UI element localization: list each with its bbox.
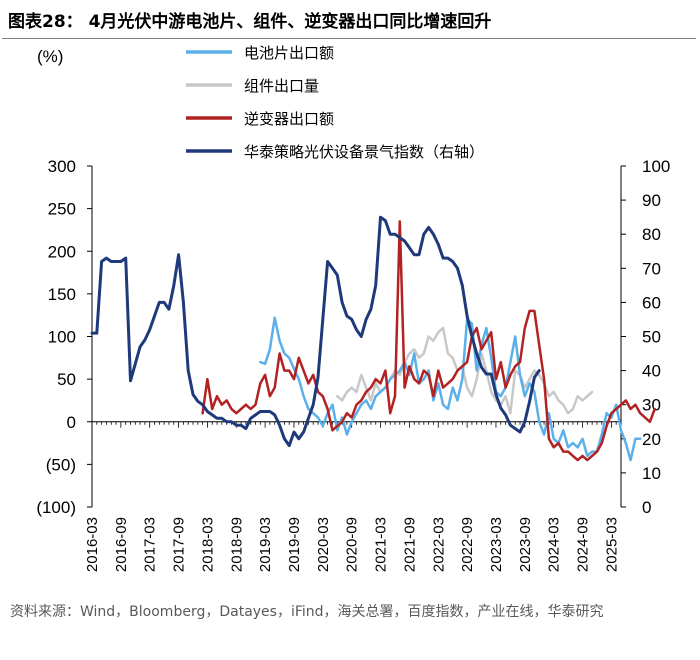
series-line-inverter xyxy=(201,220,656,462)
right-tick-label: 90 xyxy=(642,191,661,210)
right-tick-label: 70 xyxy=(642,259,661,278)
series-layer xyxy=(90,215,656,462)
x-tick-label: 2022-03 xyxy=(430,517,447,572)
x-tick-label: 2019-09 xyxy=(286,517,303,572)
series-line-cell xyxy=(259,316,642,462)
legend-label-index: 华泰策略光伏设备景气指数（右轴） xyxy=(244,143,484,161)
x-tick-label: 2020-03 xyxy=(315,517,332,572)
right-tick-label: 10 xyxy=(642,464,661,483)
x-tick-label: 2017-03 xyxy=(142,517,159,572)
right-tick-label: 20 xyxy=(642,430,661,449)
legend-label-module: 组件出口量 xyxy=(244,77,319,95)
x-tick-label: 2023-03 xyxy=(488,517,505,572)
right-tick-label: 40 xyxy=(642,362,661,381)
left-tick-label: 100 xyxy=(48,328,76,347)
x-tick-label: 2019-03 xyxy=(257,517,274,572)
left-tick-label: (50) xyxy=(46,455,76,474)
x-tick-label: 2016-09 xyxy=(113,517,130,572)
axes: (100) (50) 0 50 100 150 200 250 300 0 10 20 30 40 50 60… xyxy=(36,157,670,572)
left-tick-label: 50 xyxy=(57,370,76,389)
legend-label-cell: 电池片出口额 xyxy=(244,44,334,62)
left-tick-label: 250 xyxy=(48,200,76,219)
title-bar: 图表28： 4月光伏中游电池片、组件、逆变器出口同比增速回升 xyxy=(2,4,698,39)
series-line-index xyxy=(90,215,541,448)
right-tick-label: 80 xyxy=(642,225,661,244)
right-tick-label: 0 xyxy=(642,498,651,517)
legend-label-inverter: 逆变器出口额 xyxy=(244,110,334,128)
x-tick-label: 2021-03 xyxy=(373,517,390,572)
x-tick-label: 2024-09 xyxy=(575,517,592,572)
title-underline xyxy=(2,38,696,39)
x-tick-label: 2018-09 xyxy=(228,517,245,572)
x-tick-label: 2022-09 xyxy=(459,517,476,572)
x-tick-label: 2018-03 xyxy=(199,517,216,572)
x-tick-label: 2023-09 xyxy=(517,517,534,572)
left-tick-label: 200 xyxy=(48,242,76,261)
x-tick-label: 2017-09 xyxy=(171,517,188,572)
x-tick-label: 2025-03 xyxy=(603,517,620,572)
right-tick-label: 50 xyxy=(642,328,661,347)
x-tick-label: 2021-09 xyxy=(401,517,418,572)
x-tick-label: 2020-09 xyxy=(344,517,361,572)
left-tick-label: (100) xyxy=(36,498,76,517)
x-tick-label: 2016-03 xyxy=(84,517,101,572)
source-note: 资料来源：Wind，Bloomberg，Datayes，iFind，海关总署，百… xyxy=(10,604,604,620)
y-unit-label: (%) xyxy=(37,47,63,66)
series-line-module xyxy=(336,326,594,415)
right-tick-label: 100 xyxy=(642,157,670,176)
left-tick-label: 150 xyxy=(48,285,76,304)
right-tick-label: 60 xyxy=(642,293,661,312)
left-tick-label: 300 xyxy=(48,157,76,176)
chart-title: 图表28： 4月光伏中游电池片、组件、逆变器出口同比增速回升 xyxy=(8,12,492,32)
left-tick-label: 0 xyxy=(67,413,76,432)
right-tick-label: 30 xyxy=(642,396,661,415)
x-tick-label: 2024-03 xyxy=(546,517,563,572)
